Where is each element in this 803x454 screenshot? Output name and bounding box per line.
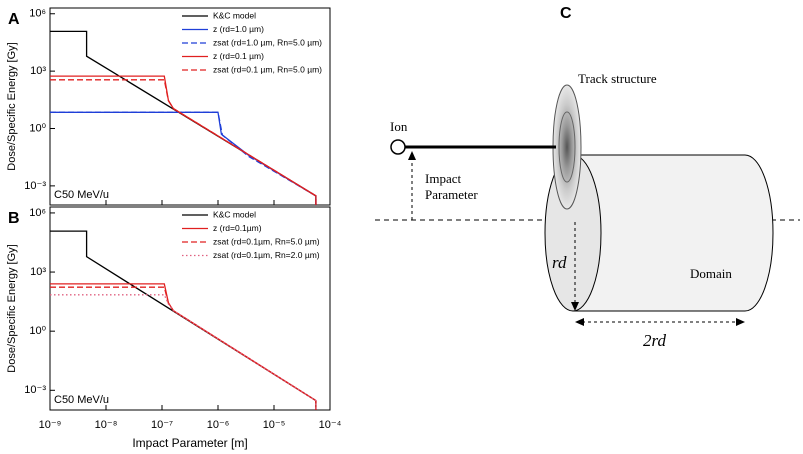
legend-label: zsat (rd=0.1 µm, Rn=5.0 µm)	[213, 64, 322, 74]
legend-label: zsat (rd=0.1µm, Rn=2.0 µm)	[213, 250, 320, 260]
legend-label: z (rd=0.1 µm)	[213, 51, 264, 61]
legend-label: K&C model	[213, 209, 256, 219]
arrow-head	[571, 302, 579, 311]
track-label: Track structure	[578, 71, 657, 86]
x-tick-label: 10⁻⁶	[207, 419, 230, 431]
panel-label: A	[8, 11, 20, 28]
annotation: C50 MeV/u	[54, 394, 109, 406]
legend-label: K&C model	[213, 10, 256, 20]
y-tick-label: 10⁰	[29, 325, 46, 337]
cylinder-body	[572, 154, 774, 312]
x-tick-label: 10⁻⁹	[39, 419, 62, 431]
track-structure	[552, 84, 582, 210]
y-axis-title: Dose/Specific Energy [Gy]	[6, 244, 18, 372]
y-tick-label: 10³	[30, 266, 46, 278]
length-label: 2rd	[643, 331, 666, 350]
legend-label: z (rd=0.1µm)	[213, 223, 262, 233]
plot-frame	[49, 7, 331, 206]
track-ring	[558, 111, 576, 183]
domain-label: Domain	[690, 266, 732, 281]
panel-label: B	[8, 210, 20, 227]
y-tick-label: 10⁶	[29, 207, 46, 219]
series-line	[50, 30, 317, 205]
x-axis-title: Impact Parameter [m]	[132, 436, 247, 450]
legend-label: zsat (rd=1.0 µm, Rn=5.0 µm)	[213, 37, 322, 47]
radius-label: rd	[552, 253, 567, 272]
arrow-head	[408, 151, 416, 160]
legend-label: z (rd=1.0 µm)	[213, 24, 264, 34]
impact-label: Impact	[425, 171, 461, 186]
x-tick-label: 10⁻⁷	[151, 419, 173, 431]
y-tick-label: 10⁰	[29, 122, 46, 134]
y-tick-label: 10⁻³	[24, 180, 46, 192]
impact-label: Parameter	[425, 187, 478, 202]
chart: 10⁶ 10³ 10⁰ 10⁻³ K&C model z (rd=1.0 µm) zsat …	[6, 7, 331, 206]
panel-label: C	[560, 5, 572, 22]
plot-frame	[49, 206, 331, 411]
ion-label: Ion	[390, 119, 408, 134]
y-tick-label: 10³	[30, 65, 46, 77]
y-tick-label: 10⁶	[29, 8, 46, 20]
x-tick-label: 10⁻⁵	[263, 419, 286, 431]
series-line	[50, 294, 317, 410]
y-axis-title: Dose/Specific Energy [Gy]	[6, 42, 18, 170]
diagram: C Track structure Ion Impact Parameter r…	[375, 5, 800, 350]
ion	[390, 139, 406, 155]
series-line	[50, 79, 317, 205]
y-tick-label: 10⁻³	[24, 384, 46, 396]
series-line	[50, 75, 317, 205]
series-line	[50, 111, 317, 205]
legend-label: zsat (rd=0.1µm, Rn=5.0 µm)	[213, 236, 320, 246]
series-line	[50, 283, 317, 410]
annotation: C50 MeV/u	[54, 189, 109, 201]
series-line	[50, 286, 317, 410]
chart: 10⁶ 10³ 10⁰ 10⁻³ 10⁻⁹ 10⁻⁸ 10⁻⁷ 10⁻⁶ 10⁻⁵ 10⁻⁴ K&C…	[6, 206, 342, 450]
x-tick-label: 10⁻⁸	[95, 419, 118, 431]
x-tick-label: 10⁻⁴	[319, 419, 342, 431]
